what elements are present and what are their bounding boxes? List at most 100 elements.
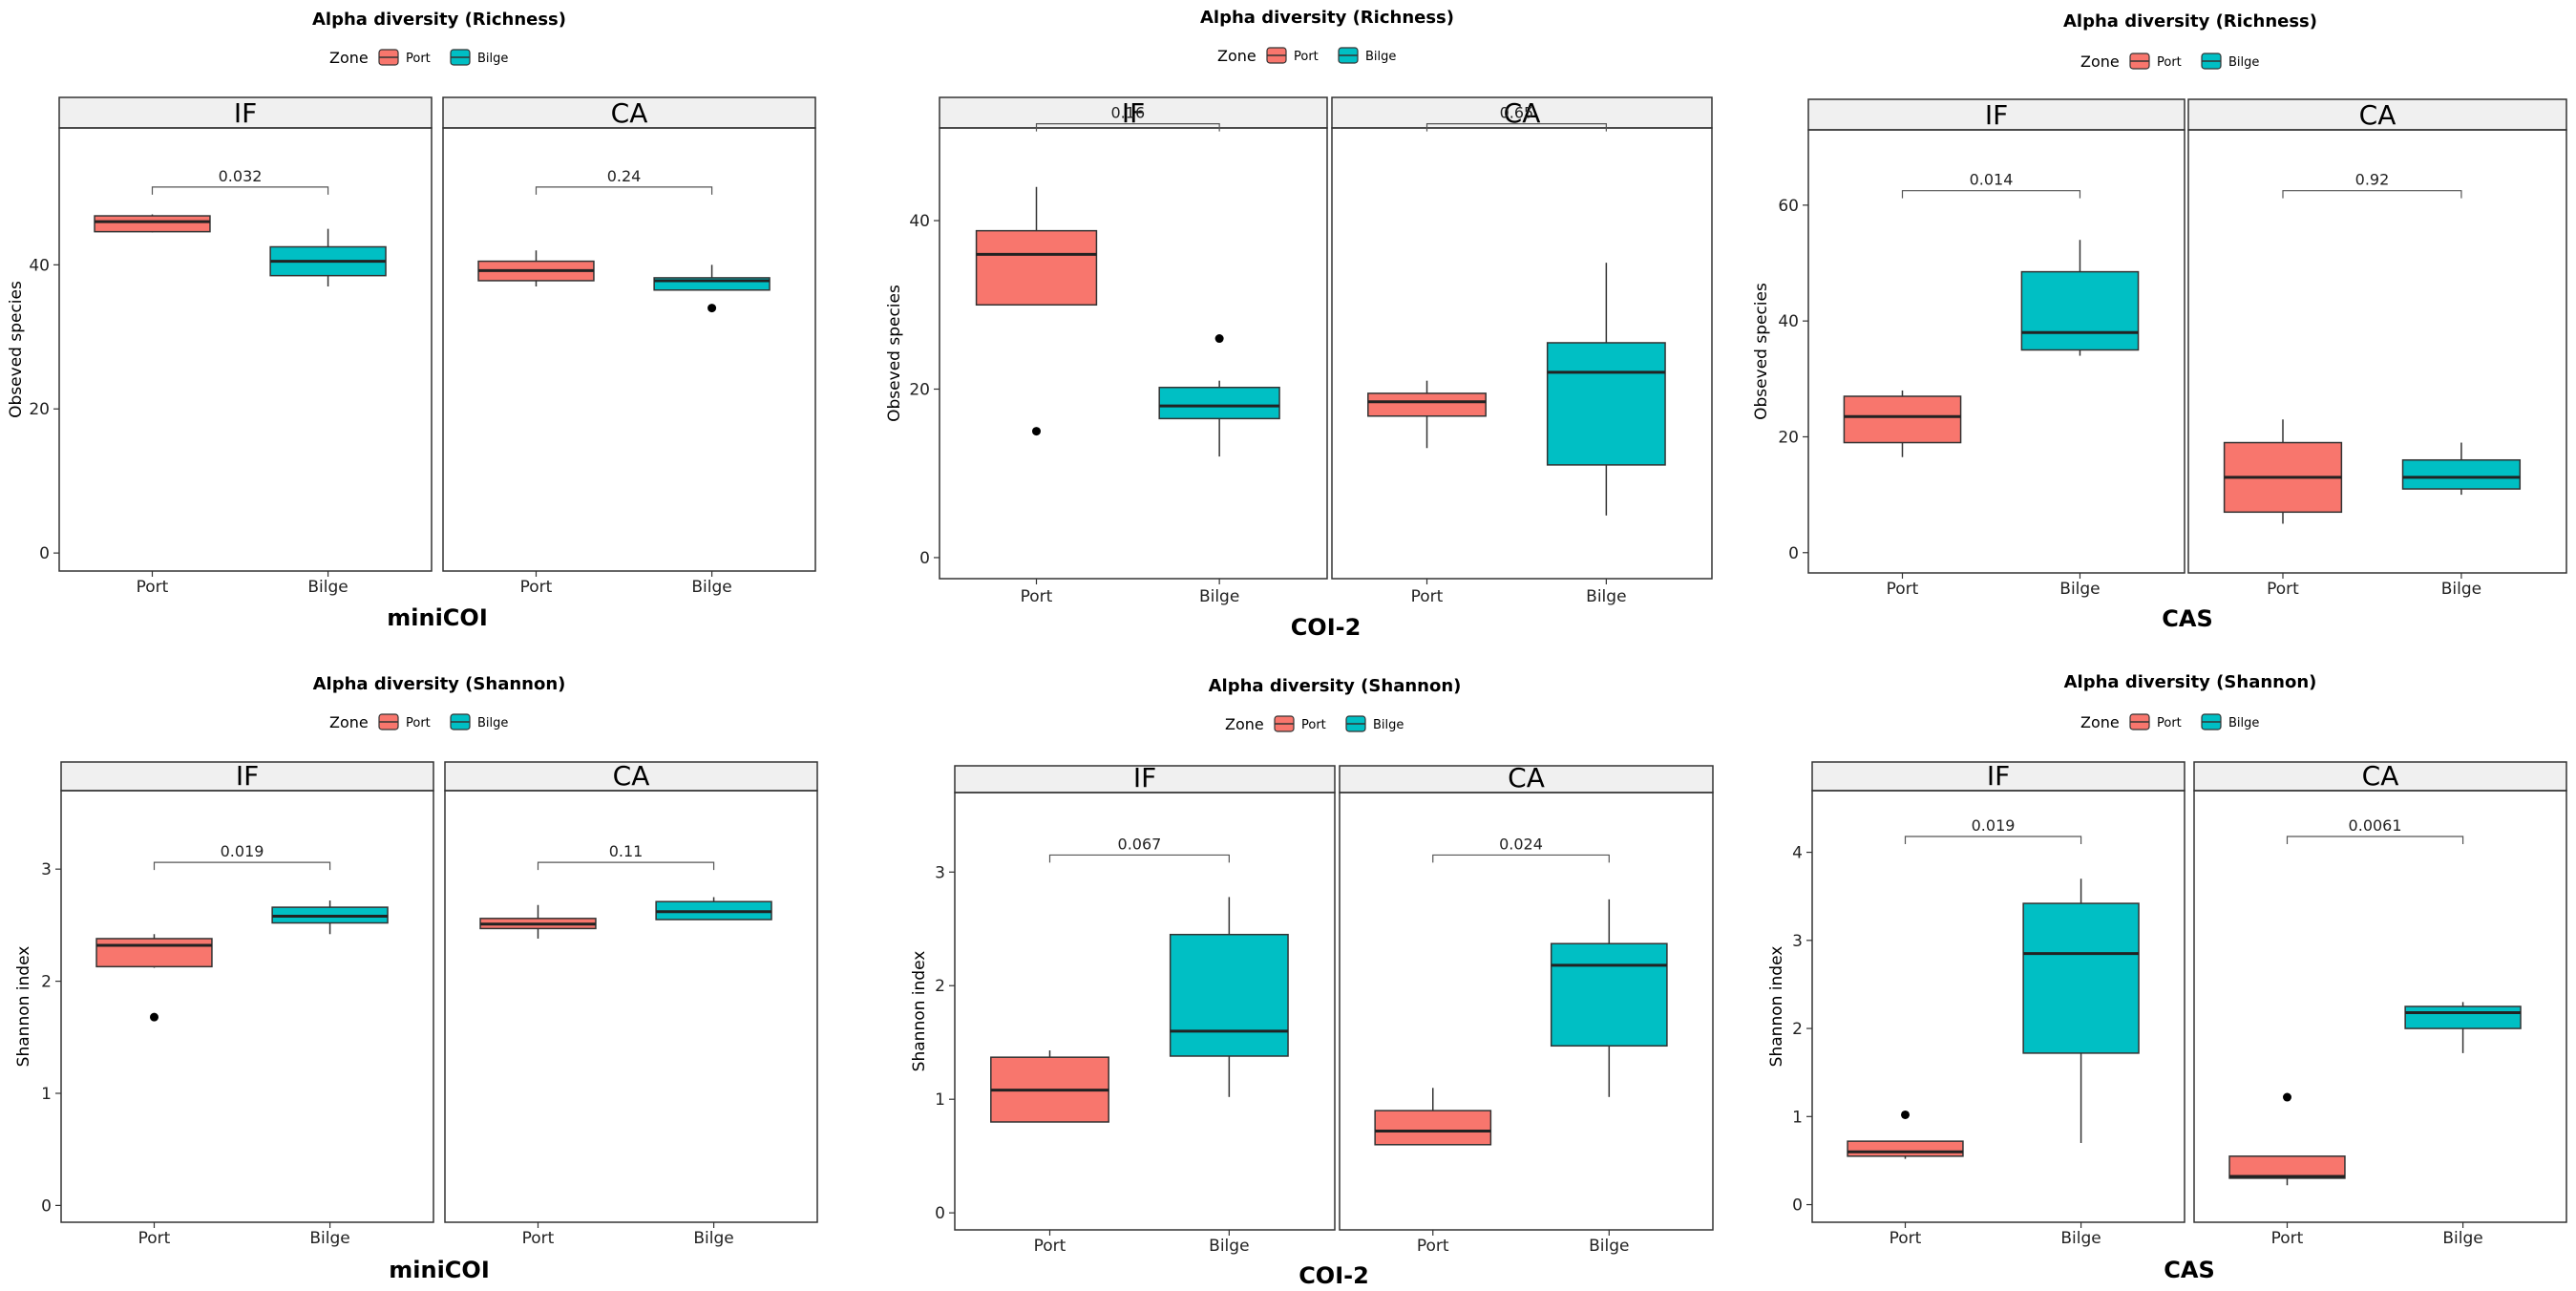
facet-strip (2187, 98, 2567, 131)
box-port (94, 214, 211, 233)
legend: Zone Port Bilge (329, 49, 508, 67)
p-value-label: 0.067 (1118, 835, 1162, 853)
x-tick-label: Port (137, 578, 169, 597)
chart-5: Alpha diversity (Shannon) Zone Port Bilge Sh… (910, 676, 1714, 1289)
facet-if: IF Port Bilge 0.019 (1811, 760, 2185, 1248)
outlier-point (1214, 334, 1224, 344)
facet-strip-label: CA (2362, 760, 2399, 792)
p-value-label: 0.92 (2355, 171, 2390, 189)
x-tick-label: Bilge (1586, 587, 1626, 606)
facet-strip-label: CA (613, 760, 650, 792)
facet-panel (1339, 792, 1714, 1231)
x-tick-label: Bilge (1199, 587, 1239, 606)
facet-strip (1339, 765, 1714, 794)
facet-strip-label: IF (234, 97, 257, 129)
y-tick-label: 1 (1792, 1108, 1803, 1127)
box-port (2228, 1092, 2346, 1186)
facet-strip-label: IF (1133, 762, 1156, 794)
y-tick-label: 2 (1792, 1020, 1803, 1039)
p-value-label: 0.11 (609, 842, 644, 860)
facet-ca: CA Port Bilge 0.11 (444, 760, 818, 1248)
x-tick-label: Bilge (2059, 580, 2100, 599)
legend: Zone Port Bilge (1217, 47, 1396, 65)
box-bilge (1169, 897, 1289, 1097)
box-iqr (2228, 1155, 2346, 1179)
chart-2: Alpha diversity (Richness) Zone Port Bilge O… (885, 8, 1713, 641)
x-tick-label: Port (138, 1229, 171, 1248)
p-value-label: 0.0061 (2349, 816, 2402, 835)
legend-title: Zone (2080, 713, 2120, 731)
box-iqr (94, 215, 211, 233)
box-iqr (1550, 942, 1668, 1048)
box-port (479, 904, 597, 939)
outlier-point (2283, 1092, 2291, 1102)
chart-1: Alpha diversity (Richness) Zone Port Bilge O… (7, 10, 816, 631)
y-tick-label: 0 (41, 1196, 52, 1216)
x-tick-label: Port (2267, 580, 2299, 599)
chart-title: Alpha diversity (Richness) (1200, 8, 1454, 28)
box-bilge (2404, 1002, 2522, 1053)
y-tick-label: 1 (41, 1085, 52, 1104)
legend-title: Zone (2080, 53, 2120, 71)
box-iqr (975, 229, 1098, 307)
x-tick-label: Bilge (693, 1229, 733, 1248)
outlier-point (707, 304, 717, 313)
legend-label-bilge: Bilge (477, 52, 508, 66)
legend-label-bilge: Bilge (2228, 55, 2259, 70)
legend-label-port: Port (1294, 50, 1319, 64)
p-value-label: 0.65 (1500, 104, 1534, 122)
facet-if: IF Port Bilge 0.019 (60, 760, 434, 1248)
legend: Zone Port Bilge (2080, 53, 2259, 71)
facet-panel (954, 792, 1336, 1231)
p-value-label: 0.019 (1972, 816, 2016, 835)
facet-panel (442, 127, 816, 572)
chart-6: Alpha diversity (Shannon) Zone Port Bilge Sh… (1767, 672, 2567, 1283)
x-tick-label: Bilge (1209, 1237, 1249, 1256)
legend-label-port: Port (406, 716, 431, 730)
y-tick-label: 20 (29, 400, 50, 419)
significance-bracket (1901, 190, 2081, 199)
chart-title: Alpha diversity (Shannon) (313, 674, 566, 694)
legend-title: Zone (1225, 715, 1264, 733)
x-tick-label: Port (1034, 1237, 1066, 1256)
x-tick-label: Port (1417, 1237, 1449, 1256)
facet-strip-label: IF (1987, 760, 2010, 792)
facet-panel (1807, 129, 2185, 574)
x-tick-label: Port (522, 1229, 555, 1248)
p-value-label: 0.032 (219, 167, 263, 185)
box-bilge (1546, 263, 1666, 516)
legend-label-port: Port (406, 52, 431, 66)
significance-bracket (153, 861, 331, 871)
facet-strip (954, 765, 1336, 794)
chart-title: Alpha diversity (Richness) (312, 10, 566, 30)
facet-strip-label: IF (1985, 99, 2008, 131)
box-port (990, 1050, 1109, 1123)
outlier-point (1032, 427, 1041, 436)
x-tick-label: Bilge (1589, 1237, 1629, 1256)
facet-strip (58, 96, 433, 129)
y-tick-label: 3 (41, 860, 52, 879)
box-port (1847, 1110, 1964, 1159)
chart-caption: COI-2 (1299, 1262, 1369, 1289)
box-iqr (1169, 933, 1289, 1057)
chart-caption: miniCOI (389, 1257, 490, 1283)
x-tick-label: Bilge (2442, 1229, 2482, 1248)
facet-strip-label: CA (1508, 762, 1545, 794)
box-iqr (2401, 458, 2522, 490)
box-iqr (2022, 902, 2140, 1054)
facet-strip-label: IF (236, 760, 259, 792)
legend-label-bilge: Bilge (1373, 718, 1404, 732)
p-value-label: 0.019 (221, 842, 264, 860)
box-iqr (1158, 386, 1280, 420)
y-tick-label: 0 (1792, 1196, 1803, 1216)
y-axis-title: Shannon index (910, 951, 929, 1072)
y-axis-title: Obseved species (1752, 283, 1771, 420)
x-tick-label: Bilge (309, 1229, 349, 1248)
chart-caption: miniCOI (387, 604, 488, 631)
y-tick-label: 60 (1778, 197, 1799, 216)
y-tick-label: 3 (935, 863, 945, 882)
y-tick-label: 2 (935, 977, 945, 996)
legend-title: Zone (329, 49, 369, 67)
box-iqr (1374, 1110, 1492, 1146)
legend-label-bilge: Bilge (1365, 50, 1396, 64)
